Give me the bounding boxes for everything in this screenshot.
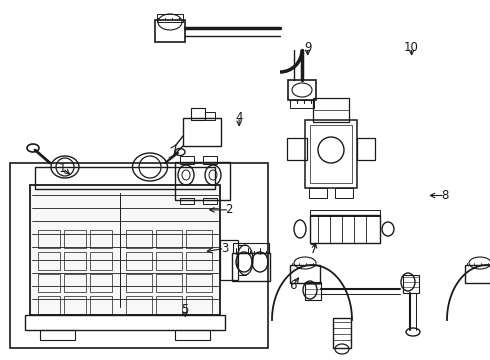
Text: 1: 1: [59, 162, 67, 175]
Bar: [335, 188, 353, 198]
Bar: [38, 230, 60, 248]
Bar: [25, 315, 225, 330]
Bar: [290, 100, 314, 108]
Text: 8: 8: [441, 189, 449, 202]
Bar: [333, 318, 351, 348]
Bar: [180, 156, 194, 164]
Bar: [287, 138, 307, 160]
Bar: [90, 230, 112, 248]
Bar: [220, 240, 238, 280]
Bar: [156, 296, 182, 314]
Bar: [126, 252, 152, 270]
Bar: [156, 230, 182, 248]
Bar: [126, 230, 152, 248]
Text: 10: 10: [404, 41, 419, 54]
Bar: [64, 252, 86, 270]
Bar: [175, 330, 210, 340]
Bar: [156, 274, 182, 292]
Bar: [156, 252, 182, 270]
Text: 6: 6: [289, 279, 297, 292]
Bar: [310, 125, 352, 183]
Bar: [90, 252, 112, 270]
Bar: [64, 296, 86, 314]
Bar: [465, 265, 490, 283]
Bar: [186, 230, 212, 248]
Bar: [126, 296, 152, 314]
Bar: [203, 156, 217, 164]
Bar: [186, 296, 212, 314]
Bar: [305, 282, 321, 300]
Bar: [180, 198, 194, 204]
Bar: [313, 98, 349, 122]
Text: 2: 2: [225, 203, 233, 216]
Bar: [64, 274, 86, 292]
Bar: [30, 185, 220, 315]
Bar: [305, 120, 357, 188]
Bar: [186, 274, 212, 292]
Bar: [203, 198, 217, 204]
Bar: [403, 275, 419, 293]
Text: 4: 4: [235, 111, 243, 123]
Bar: [232, 253, 270, 281]
Bar: [155, 20, 185, 42]
Bar: [90, 274, 112, 292]
Bar: [310, 215, 380, 243]
Bar: [309, 188, 327, 198]
Text: 5: 5: [181, 303, 189, 316]
Bar: [10, 163, 268, 348]
Bar: [38, 296, 60, 314]
Bar: [233, 243, 269, 253]
Bar: [191, 108, 205, 120]
Bar: [288, 80, 316, 100]
Bar: [186, 252, 212, 270]
Bar: [38, 252, 60, 270]
Bar: [205, 112, 215, 120]
Bar: [90, 296, 112, 314]
Bar: [126, 274, 152, 292]
Bar: [175, 162, 230, 200]
Bar: [310, 210, 380, 216]
Bar: [35, 167, 215, 189]
Bar: [157, 14, 183, 22]
Bar: [357, 138, 375, 160]
Bar: [290, 265, 320, 283]
Text: 9: 9: [304, 41, 312, 54]
Bar: [40, 330, 75, 340]
Text: 3: 3: [220, 242, 228, 255]
Bar: [183, 118, 221, 146]
Bar: [38, 274, 60, 292]
Bar: [64, 230, 86, 248]
Text: 7: 7: [310, 243, 318, 256]
